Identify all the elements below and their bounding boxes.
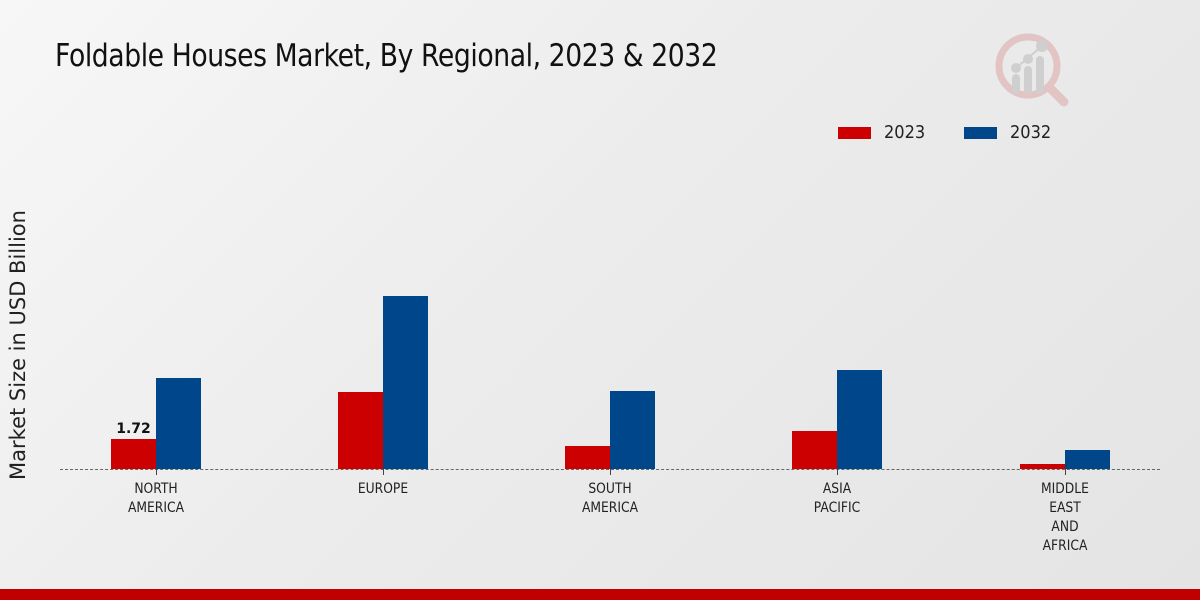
legend: 2023 2032 <box>838 122 1090 143</box>
x-tick-label: NORTH AMERICA <box>127 481 185 516</box>
x-tick <box>610 469 611 475</box>
bar-2032 <box>610 391 655 469</box>
bar-2032 <box>156 378 201 469</box>
x-tick-label: SOUTH AMERICA <box>581 481 639 516</box>
x-tick <box>837 469 838 475</box>
legend-label: 2023 <box>884 122 926 143</box>
x-tick-label: MIDDLE EAST AND AFRICA <box>1041 481 1089 554</box>
x-tick <box>383 469 384 475</box>
legend-item-2032: 2032 <box>963 122 1056 143</box>
bar-2023 <box>1020 464 1065 469</box>
legend-swatch-2032 <box>963 126 997 139</box>
bar-2023 <box>111 439 156 469</box>
bar-2032 <box>837 370 882 469</box>
bar-2032 <box>1065 450 1110 469</box>
footer-band <box>0 589 1200 600</box>
x-tick-label: ASIA PACIFIC <box>813 481 861 516</box>
bar-2032 <box>383 296 428 469</box>
x-tick-label: EUROPE <box>357 481 409 497</box>
legend-swatch-2023 <box>838 126 871 139</box>
magnifier-bar-chart-logo-icon <box>995 33 1069 107</box>
legend-item-2023: 2023 <box>838 122 930 143</box>
x-tick <box>1065 469 1066 475</box>
legend-label: 2032 <box>1009 122 1052 143</box>
bar-2023 <box>792 431 837 469</box>
bar-2023 <box>565 446 610 469</box>
x-tick <box>156 469 157 475</box>
chart-title: Foldable Houses Market, By Regional, 202… <box>55 38 718 74</box>
data-value-label: 1.72 <box>116 421 151 437</box>
bar-2023 <box>338 392 383 469</box>
